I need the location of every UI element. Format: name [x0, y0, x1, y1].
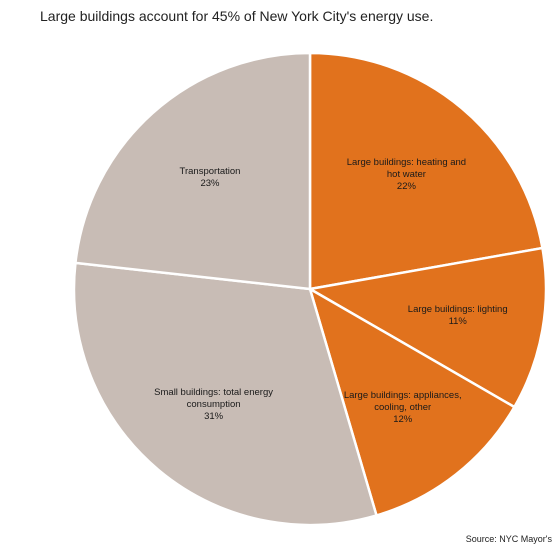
slice-value-label: 22%: [397, 181, 417, 192]
slice-category-label: Large buildings: appliances,: [344, 390, 462, 401]
pie-slice-3: [72, 261, 379, 527]
slice-label-4: Transportation 23%: [180, 166, 241, 189]
slice-label-0: Large buildings: heating and hot water 22%: [347, 157, 466, 192]
pie-slice-4: [74, 51, 312, 291]
slice-category-label: consumption: [187, 399, 241, 410]
slice-label-3: Small buildings: total energy consumption…: [154, 387, 273, 422]
slice-category-label: hot water: [387, 169, 426, 180]
slice-value-label: 31%: [204, 411, 224, 422]
slice-category-label: Large buildings: heating and: [347, 157, 466, 168]
slice-category-label: Transportation: [180, 166, 241, 177]
slice-value-label: 11%: [449, 316, 468, 327]
pie-slice-0: [308, 51, 544, 291]
slice-label-1: Large buildings: lighting 11%: [408, 304, 508, 327]
slice-category-label: cooling, other: [374, 402, 431, 413]
chart-title: Large buildings account for 45% of New Y…: [40, 8, 434, 24]
slice-label-2: Large buildings: appliances, cooling, oth…: [344, 390, 462, 425]
slice-category-label: Small buildings: total energy: [154, 387, 273, 398]
slice-value-label: 12%: [393, 414, 413, 425]
source-note: Source: NYC Mayor's: [465, 534, 552, 544]
slice-category-label: Large buildings: lighting: [408, 304, 508, 315]
slice-value-label: 23%: [200, 178, 220, 189]
pie-slice-1: [306, 246, 548, 409]
